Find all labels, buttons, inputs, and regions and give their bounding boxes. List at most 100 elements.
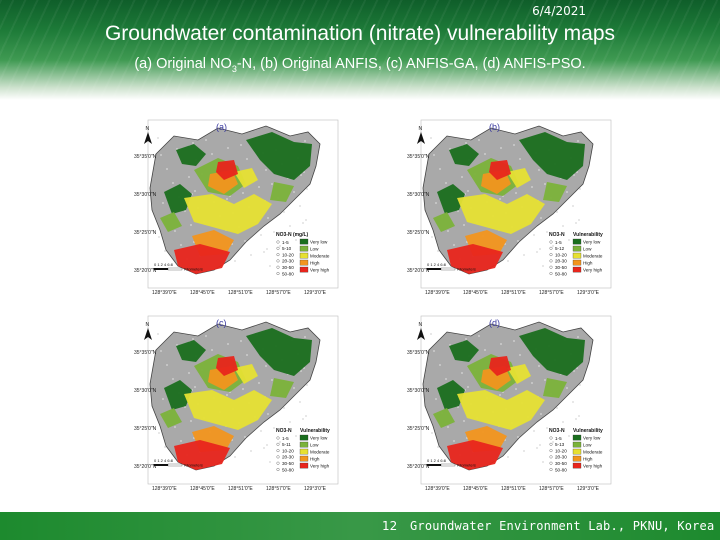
lat-tick-label: 35°30'0"N [134,192,157,198]
terrain-speckle [544,379,546,381]
legend-range-label: 10-20 [282,448,294,453]
map-panel-d: N 35°35'0"N 35°30'0"N 35°25'0"N 35°20'0"N 128… [407,308,615,492]
scale-bar-black [154,464,168,466]
terrain-speckle [266,248,268,250]
lat-tick-label: 35°35'0"N [134,350,157,356]
terrain-speckle [445,182,447,184]
lat-tick-label: 35°25'0"N [134,230,157,236]
zone-very-low [246,132,312,180]
terrain-speckle [305,219,307,221]
terrain-speckle [542,461,544,463]
legend-range-label: 50-80 [282,467,294,472]
terrain-speckle [439,168,441,170]
terrain-speckle [578,415,580,417]
terrain-speckle [536,251,538,253]
terrain-speckle [507,456,509,458]
map-panel-label: (c) [216,318,227,328]
legend-range-label: 10-20 [555,448,567,453]
terrain-speckle [227,343,229,345]
lon-tick-label: 129°3'0"E [577,290,600,296]
terrain-speckle [573,174,575,176]
terrain-speckle [158,236,160,238]
terrain-speckle [465,338,467,340]
legend-range-label: 20-30 [282,455,294,460]
legend-sample-point [549,271,553,275]
terrain-speckle [478,335,480,337]
north-arrow-icon: N [144,322,152,340]
terrain-speckle [180,440,182,442]
legend-swatch [572,238,582,245]
legend-title-left: NO3-N [549,428,565,434]
terrain-speckle [300,370,302,372]
zone-moderate [234,364,258,384]
zone-very-low [246,328,312,376]
terrain-speckle [242,388,244,390]
zone-very-high [174,440,230,470]
svg-text:N: N [419,322,423,328]
legend-range-label: 30-50 [282,265,294,270]
terrain-speckle [513,340,515,342]
north-arrow-icon: N [417,126,425,144]
terrain-speckle [240,144,242,146]
lat-tick-label: 35°35'0"N [134,154,157,160]
lon-tick-label: 129°3'0"E [304,290,327,296]
zone-very-low [519,328,585,376]
terrain-speckle [515,388,517,390]
legend-sample-point [276,436,280,440]
page-number: 12 [382,519,398,533]
terrain-speckle [188,176,190,178]
legend-title-right: Vulnerability [300,428,330,434]
terrain-speckle [166,364,168,366]
zone-very-high [216,356,238,376]
terrain-speckle [285,259,287,261]
lon-tick-label: 128°51'0"E [501,486,526,492]
legend-sample-point [549,240,553,244]
terrain-speckle [484,153,486,155]
terrain-speckle [176,148,178,150]
lon-tick-label: 128°57'0"E [539,290,564,296]
map-svg: N 35°35'0"N 35°30'0"N 35°25'0"N 35°20'0"N 128… [407,119,612,296]
terrain-speckle [435,398,437,400]
legend-swatch [299,448,309,455]
terrain-speckle [299,401,301,403]
terrain-speckle [433,350,435,352]
terrain-speckle [579,188,581,190]
legend-class-label: Moderate [583,450,603,455]
subtitle-part-1: (a) Original NO [134,56,232,72]
legend-swatch [572,448,582,455]
legend-class-label: Very high [310,464,330,469]
zone-very-high [489,160,511,180]
terrain-speckle [170,460,172,462]
terrain-speckle [536,447,538,449]
terrain-speckle [556,407,558,409]
terrain-speckle [271,379,273,381]
terrain-speckle [211,153,213,155]
terrain-speckle [533,430,535,432]
terrain-speckle [500,343,502,345]
map-panel-b: N 35°35'0"N 35°30'0"N 35°25'0"N 35°20'0"N 128… [407,112,615,296]
terrain-speckle [283,211,285,213]
map-svg: N 35°35'0"N 35°30'0"N 35°25'0"N 35°20'0"N 128… [134,119,339,296]
zone-low [160,212,182,232]
legend-range-label: 50-80 [555,467,567,472]
terrain-speckle [269,461,271,463]
terrain-speckle [164,446,166,448]
lon-tick-label: 128°51'0"E [501,290,526,296]
legend-class-label: Low [583,443,592,448]
legend-class-label: Low [310,247,319,252]
terrain-speckle [573,370,575,372]
terrain-speckle [566,191,568,193]
terrain-speckle [304,336,306,338]
terrain-speckle [306,188,308,190]
zone-very-high [216,160,238,180]
legend-sample-point [276,442,280,446]
zone-very-low [449,144,479,166]
terrain-speckle [192,142,194,144]
legend-range-label: 1-5 [555,240,562,245]
svg-text:N: N [146,126,150,132]
terrain-speckle [467,386,469,388]
legend-class-label: Very low [310,240,328,245]
terrain-speckle [244,240,246,242]
